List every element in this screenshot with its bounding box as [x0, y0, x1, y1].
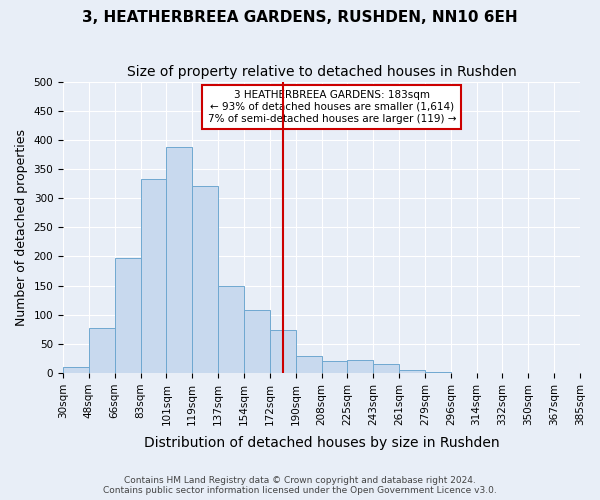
Bar [89, 328, 115, 373]
Y-axis label: Number of detached properties: Number of detached properties [15, 129, 28, 326]
Bar [63, 367, 89, 373]
Bar [192, 186, 218, 373]
Title: Size of property relative to detached houses in Rushden: Size of property relative to detached ho… [127, 65, 517, 79]
Bar [425, 372, 451, 373]
Text: 3, HEATHERBREEA GARDENS, RUSHDEN, NN10 6EH: 3, HEATHERBREEA GARDENS, RUSHDEN, NN10 6… [82, 10, 518, 25]
Bar [140, 180, 166, 373]
Text: Contains HM Land Registry data © Crown copyright and database right 2024.
Contai: Contains HM Land Registry data © Crown c… [103, 476, 497, 495]
Bar [270, 330, 296, 373]
Bar [347, 360, 373, 373]
Bar [115, 258, 140, 373]
Bar [322, 362, 347, 373]
Bar [218, 286, 244, 373]
Bar [373, 364, 399, 373]
X-axis label: Distribution of detached houses by size in Rushden: Distribution of detached houses by size … [144, 436, 499, 450]
Bar [399, 370, 425, 373]
Text: 3 HEATHERBREEA GARDENS: 183sqm
← 93% of detached houses are smaller (1,614)
7% o: 3 HEATHERBREEA GARDENS: 183sqm ← 93% of … [208, 90, 456, 124]
Bar [244, 310, 270, 373]
Bar [296, 356, 322, 373]
Bar [166, 147, 192, 373]
